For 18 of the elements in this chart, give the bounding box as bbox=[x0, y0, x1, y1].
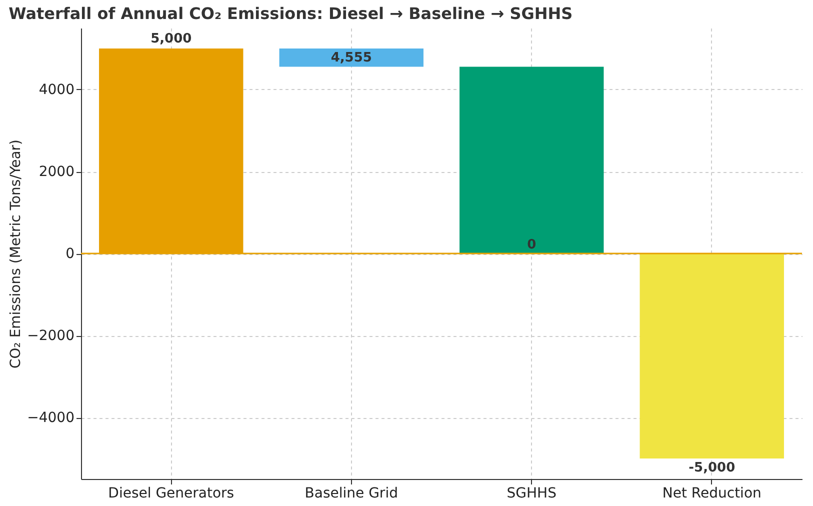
bar bbox=[279, 48, 424, 67]
chart-title: Waterfall of Annual CO₂ Emissions: Diesel → Baseline → SGHHS bbox=[8, 4, 573, 23]
y-tick-label: −4000 bbox=[27, 410, 74, 426]
bar bbox=[460, 66, 604, 254]
y-axis-title: CO₂ Emissions (Metric Tons/Year) bbox=[8, 139, 24, 369]
y-tick-label: 4000 bbox=[38, 82, 74, 98]
data-label: 5,000 bbox=[150, 32, 192, 46]
x-tick-label: Net Reduction bbox=[662, 486, 762, 502]
annotation: 0 bbox=[527, 238, 536, 252]
annotation: 4,555 bbox=[330, 50, 372, 66]
y-tick-label: −2000 bbox=[27, 328, 74, 344]
x-tick-label: SGHHS bbox=[506, 486, 557, 502]
y-tick-label: 2000 bbox=[38, 164, 74, 180]
x-tick-label: Baseline Grid bbox=[304, 486, 398, 502]
bar bbox=[640, 254, 784, 458]
data-label: -5,000 bbox=[688, 460, 736, 476]
x-tick-label: Diesel Generators bbox=[108, 486, 234, 502]
y-tick-label: 0 bbox=[66, 246, 74, 262]
